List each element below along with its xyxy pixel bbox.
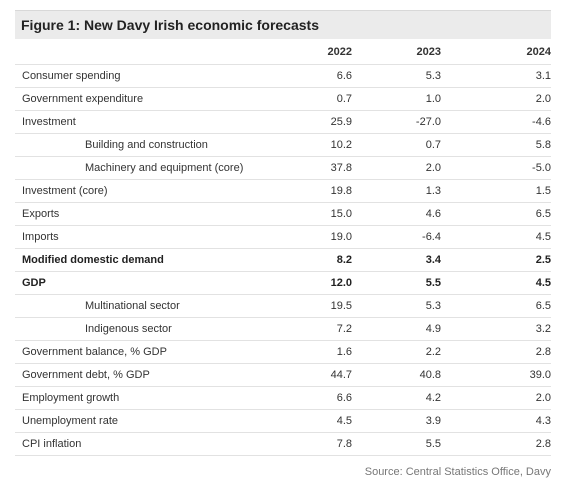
row-label: Building and construction <box>15 133 294 157</box>
row-label: Employment growth <box>15 386 294 410</box>
value-cell-2023: 0.7 <box>352 133 441 157</box>
table-row: CPI inflation 7.8 5.5 2.8 <box>15 432 551 456</box>
row-label: GDP <box>15 271 294 295</box>
value-cell-2022: 10.2 <box>294 133 352 157</box>
value-cell-2024: 39.0 <box>441 363 551 387</box>
row-label: Multinational sector <box>15 294 294 318</box>
table-row: Employment growth 6.6 4.2 2.0 <box>15 386 551 410</box>
value-cell-2022: 19.8 <box>294 179 352 203</box>
table-row: Government balance, % GDP 1.6 2.2 2.8 <box>15 340 551 364</box>
table-row: Modified domestic demand 8.2 3.4 2.5 <box>15 248 551 272</box>
header-year-2022: 2022 <box>294 39 352 65</box>
value-cell-2024: 6.5 <box>441 202 551 226</box>
table-row: Machinery and equipment (core) 37.8 2.0 -5.… <box>15 156 551 180</box>
value-cell-2023: 5.5 <box>352 432 441 456</box>
header-year-2024: 2024 <box>441 39 551 65</box>
value-cell-2022: 25.9 <box>294 110 352 134</box>
value-cell-2022: 8.2 <box>294 248 352 272</box>
row-label: Modified domestic demand <box>15 248 294 272</box>
row-label: Government balance, % GDP <box>15 340 294 364</box>
value-cell-2024: 4.5 <box>441 225 551 249</box>
row-label: Investment <box>15 110 294 134</box>
table-row: Building and construction 10.2 0.7 5.8 <box>15 133 551 157</box>
table-row: Government expenditure 0.7 1.0 2.0 <box>15 87 551 111</box>
value-cell-2023: 5.5 <box>352 271 441 295</box>
value-cell-2024: 2.0 <box>441 386 551 410</box>
value-cell-2022: 7.2 <box>294 317 352 341</box>
value-cell-2024: 4.3 <box>441 409 551 433</box>
value-cell-2022: 44.7 <box>294 363 352 387</box>
value-cell-2024: 2.8 <box>441 432 551 456</box>
value-cell-2022: 15.0 <box>294 202 352 226</box>
value-cell-2023: 3.4 <box>352 248 441 272</box>
value-cell-2023: -6.4 <box>352 225 441 249</box>
row-label: Consumer spending <box>15 64 294 88</box>
table-row: Imports 19.0 -6.4 4.5 <box>15 225 551 249</box>
row-label: Imports <box>15 225 294 249</box>
value-cell-2024: -5.0 <box>441 156 551 180</box>
table-row: Exports 15.0 4.6 6.5 <box>15 202 551 226</box>
value-cell-2024: 1.5 <box>441 179 551 203</box>
value-cell-2024: 4.5 <box>441 271 551 295</box>
value-cell-2023: 1.0 <box>352 87 441 111</box>
value-cell-2023: 1.3 <box>352 179 441 203</box>
table-row: Multinational sector 19.5 5.3 6.5 <box>15 294 551 318</box>
table-row: GDP 12.0 5.5 4.5 <box>15 271 551 295</box>
value-cell-2023: 4.2 <box>352 386 441 410</box>
value-cell-2024: 2.5 <box>441 248 551 272</box>
value-cell-2023: 5.3 <box>352 294 441 318</box>
value-cell-2022: 19.5 <box>294 294 352 318</box>
value-cell-2023: -27.0 <box>352 110 441 134</box>
value-cell-2023: 5.3 <box>352 64 441 88</box>
value-cell-2024: 3.1 <box>441 64 551 88</box>
row-label: Machinery and equipment (core) <box>15 156 294 180</box>
row-label: Government expenditure <box>15 87 294 111</box>
table-row: Consumer spending 6.6 5.3 3.1 <box>15 64 551 88</box>
value-cell-2022: 6.6 <box>294 386 352 410</box>
value-cell-2023: 2.0 <box>352 156 441 180</box>
value-cell-2022: 37.8 <box>294 156 352 180</box>
value-cell-2024: 3.2 <box>441 317 551 341</box>
row-label: Government debt, % GDP <box>15 363 294 387</box>
row-label: Unemployment rate <box>15 409 294 433</box>
value-cell-2023: 4.6 <box>352 202 441 226</box>
value-cell-2022: 4.5 <box>294 409 352 433</box>
value-cell-2022: 6.6 <box>294 64 352 88</box>
value-cell-2024: 2.0 <box>441 87 551 111</box>
row-label: CPI inflation <box>15 432 294 456</box>
table-header-row: 2022 2023 2024 <box>15 39 551 65</box>
value-cell-2023: 2.2 <box>352 340 441 364</box>
figure-title: Figure 1: New Davy Irish economic foreca… <box>21 17 319 33</box>
value-cell-2023: 40.8 <box>352 363 441 387</box>
table-row: Government debt, % GDP 44.7 40.8 39.0 <box>15 363 551 387</box>
row-label: Investment (core) <box>15 179 294 203</box>
row-label: Exports <box>15 202 294 226</box>
value-cell-2022: 12.0 <box>294 271 352 295</box>
value-cell-2022: 0.7 <box>294 87 352 111</box>
forecast-figure: Figure 1: New Davy Irish economic foreca… <box>15 10 551 478</box>
figure-title-bar: Figure 1: New Davy Irish economic foreca… <box>15 10 551 39</box>
source-note: Source: Central Statistics Office, Davy <box>364 466 551 478</box>
table-row: Investment 25.9 -27.0 -4.6 <box>15 110 551 134</box>
header-blank-cell <box>15 39 294 65</box>
value-cell-2024: 2.8 <box>441 340 551 364</box>
value-cell-2022: 1.6 <box>294 340 352 364</box>
table-row: Unemployment rate 4.5 3.9 4.3 <box>15 409 551 433</box>
value-cell-2022: 19.0 <box>294 225 352 249</box>
row-label: Indigenous sector <box>15 317 294 341</box>
value-cell-2024: 5.8 <box>441 133 551 157</box>
value-cell-2022: 7.8 <box>294 432 352 456</box>
header-year-2023: 2023 <box>352 39 441 65</box>
forecast-table: 2022 2023 2024 Consumer spending 6.6 5.3 3.… <box>15 39 551 456</box>
value-cell-2024: 6.5 <box>441 294 551 318</box>
value-cell-2024: -4.6 <box>441 110 551 134</box>
value-cell-2023: 4.9 <box>352 317 441 341</box>
table-body: Consumer spending 6.6 5.3 3.1 Government exp… <box>15 64 551 456</box>
table-row: Investment (core) 19.8 1.3 1.5 <box>15 179 551 203</box>
table-row: Indigenous sector 7.2 4.9 3.2 <box>15 317 551 341</box>
value-cell-2023: 3.9 <box>352 409 441 433</box>
